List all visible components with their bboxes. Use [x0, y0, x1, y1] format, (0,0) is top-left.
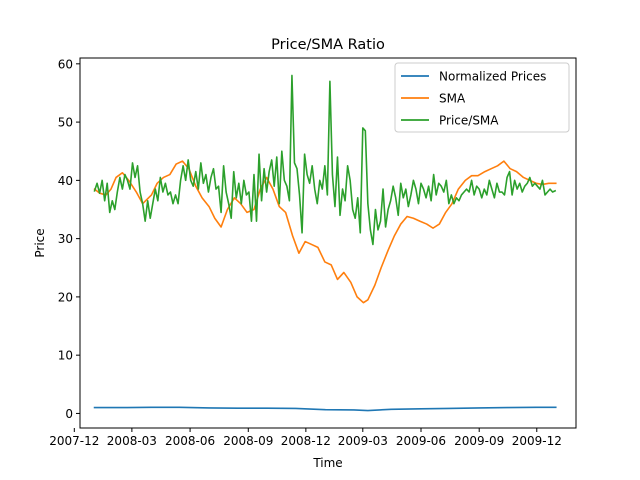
y-tick-label: 40 [58, 174, 73, 188]
y-tick-label: 20 [58, 290, 73, 304]
x-tick-label: 2007-12 [49, 434, 99, 448]
legend-label-2: Price/SMA [439, 114, 499, 128]
y-tick-label: 60 [58, 57, 73, 71]
x-tick-label: 2009-12 [512, 434, 562, 448]
x-tick-label: 2008-09 [223, 434, 273, 448]
x-axis-ticks: 2007-12 2008-03 2008-06 2008-09 2008-12 2009-… [49, 428, 562, 448]
x-tick-label: 2009-06 [396, 434, 446, 448]
legend-label-1: SMA [439, 92, 466, 106]
x-axis-label: Time [312, 456, 342, 470]
legend-entries: Normalized Prices SMA Price/SMA [401, 70, 546, 128]
x-tick-label: 2009-03 [338, 434, 388, 448]
series-layer [93, 74, 557, 412]
series-line-1 [93, 160, 557, 304]
chart-title: Price/SMA Ratio [271, 37, 385, 53]
legend-box [394, 62, 570, 133]
axes-frame [79, 57, 577, 429]
y-axis-label: Price [33, 228, 47, 257]
y-tick-label: 50 [58, 116, 73, 130]
plot-area [79, 57, 577, 429]
y-axis-ticks: 0 10 20 30 40 50 60 [58, 57, 80, 421]
legend: Normalized Prices SMA Price/SMA [394, 62, 570, 133]
y-tick-label: 0 [65, 407, 73, 421]
x-tick-label: 2009-09 [454, 434, 504, 448]
series-line-2 [93, 74, 557, 246]
legend-label-0: Normalized Prices [439, 70, 546, 84]
x-tick-label: 2008-12 [281, 434, 331, 448]
y-tick-label: 10 [58, 349, 73, 363]
y-tick-label: 30 [58, 232, 73, 246]
x-tick-label: 2008-06 [165, 434, 215, 448]
series-line-0 [93, 406, 557, 412]
x-tick-label: 2008-03 [107, 434, 157, 448]
